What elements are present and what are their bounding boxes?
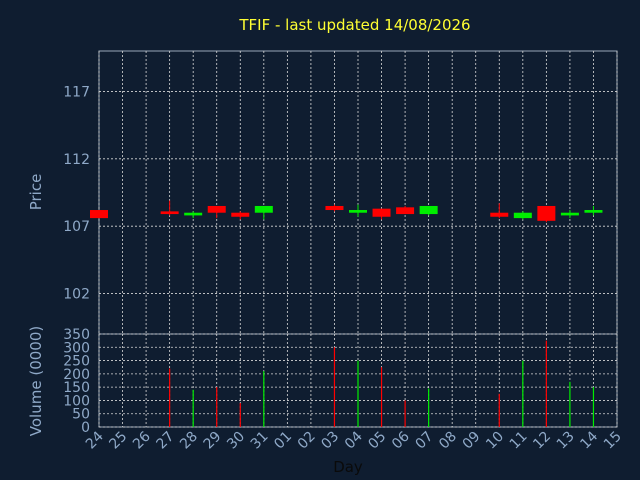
volume-tick-label: 300 xyxy=(63,340,90,356)
x-tick-label: 12 xyxy=(530,429,554,453)
x-tick-label: 31 xyxy=(248,429,272,453)
candle-body xyxy=(160,211,179,215)
x-tick-label: 06 xyxy=(389,428,413,452)
x-tick-label: 02 xyxy=(295,429,319,453)
volume-tick-label: 350 xyxy=(63,327,90,343)
day-axis-label: Day xyxy=(333,458,363,476)
x-tick-label: 11 xyxy=(507,429,531,453)
candle-body xyxy=(513,212,532,219)
x-tick-label: 04 xyxy=(342,428,366,452)
volume-tick-label: 200 xyxy=(63,367,90,383)
x-tick-labels: 24 25 26 27 28 29 30 31 01 02 03 04 05 06 07 08 09 10 11 12… xyxy=(83,428,625,452)
volume-tick-label: 50 xyxy=(72,407,90,423)
x-tick-label: 14 xyxy=(577,428,601,452)
x-tick-label: 15 xyxy=(601,429,625,453)
x-tick-label: 05 xyxy=(365,429,389,453)
x-tick-label: 01 xyxy=(271,429,295,453)
candle-body xyxy=(396,207,415,215)
price-tick-label: 107 xyxy=(63,219,90,235)
price-tick-label: 117 xyxy=(63,84,90,100)
candle-body xyxy=(537,205,556,221)
price-tick-label: 112 xyxy=(63,152,90,168)
x-tick-label: 28 xyxy=(177,429,201,453)
x-tick-label: 08 xyxy=(436,429,460,453)
candle-body xyxy=(584,210,603,213)
candle-body xyxy=(325,205,344,211)
volume-tick-label: 0 xyxy=(81,420,90,436)
price-tick-label: 102 xyxy=(63,287,90,303)
candle-body xyxy=(349,210,367,213)
candle-body xyxy=(254,205,273,213)
chart-title: TFIF - last updated 14/08/2026 xyxy=(238,16,470,34)
volume-axis-label: Volume (0000) xyxy=(27,326,45,436)
x-tick-label: 03 xyxy=(318,429,342,453)
x-tick-label: 29 xyxy=(201,429,225,453)
price-axis-label: Price xyxy=(27,174,45,211)
x-tick-label: 30 xyxy=(224,429,248,453)
x-tick-label: 27 xyxy=(154,429,178,453)
volume-tick-label: 100 xyxy=(63,393,90,409)
candle-body xyxy=(419,205,438,215)
candle-body xyxy=(184,212,203,216)
volume-tick-label: 150 xyxy=(63,380,90,396)
x-tick-label: 07 xyxy=(413,429,437,453)
candle-body xyxy=(231,212,250,217)
candle-body xyxy=(90,210,108,219)
candle-body xyxy=(372,208,391,217)
candle-body xyxy=(490,212,509,217)
price-panel: 102 107 112 117 xyxy=(63,50,618,335)
x-tick-label: 09 xyxy=(460,429,484,453)
x-tick-label: 13 xyxy=(554,429,578,453)
x-tick-label: 26 xyxy=(130,428,154,452)
candle-body xyxy=(560,212,579,216)
candle-body xyxy=(207,205,226,213)
x-tick-label: 25 xyxy=(106,429,130,453)
x-tick-label: 10 xyxy=(483,429,507,453)
volume-tick-label: 250 xyxy=(63,354,90,370)
